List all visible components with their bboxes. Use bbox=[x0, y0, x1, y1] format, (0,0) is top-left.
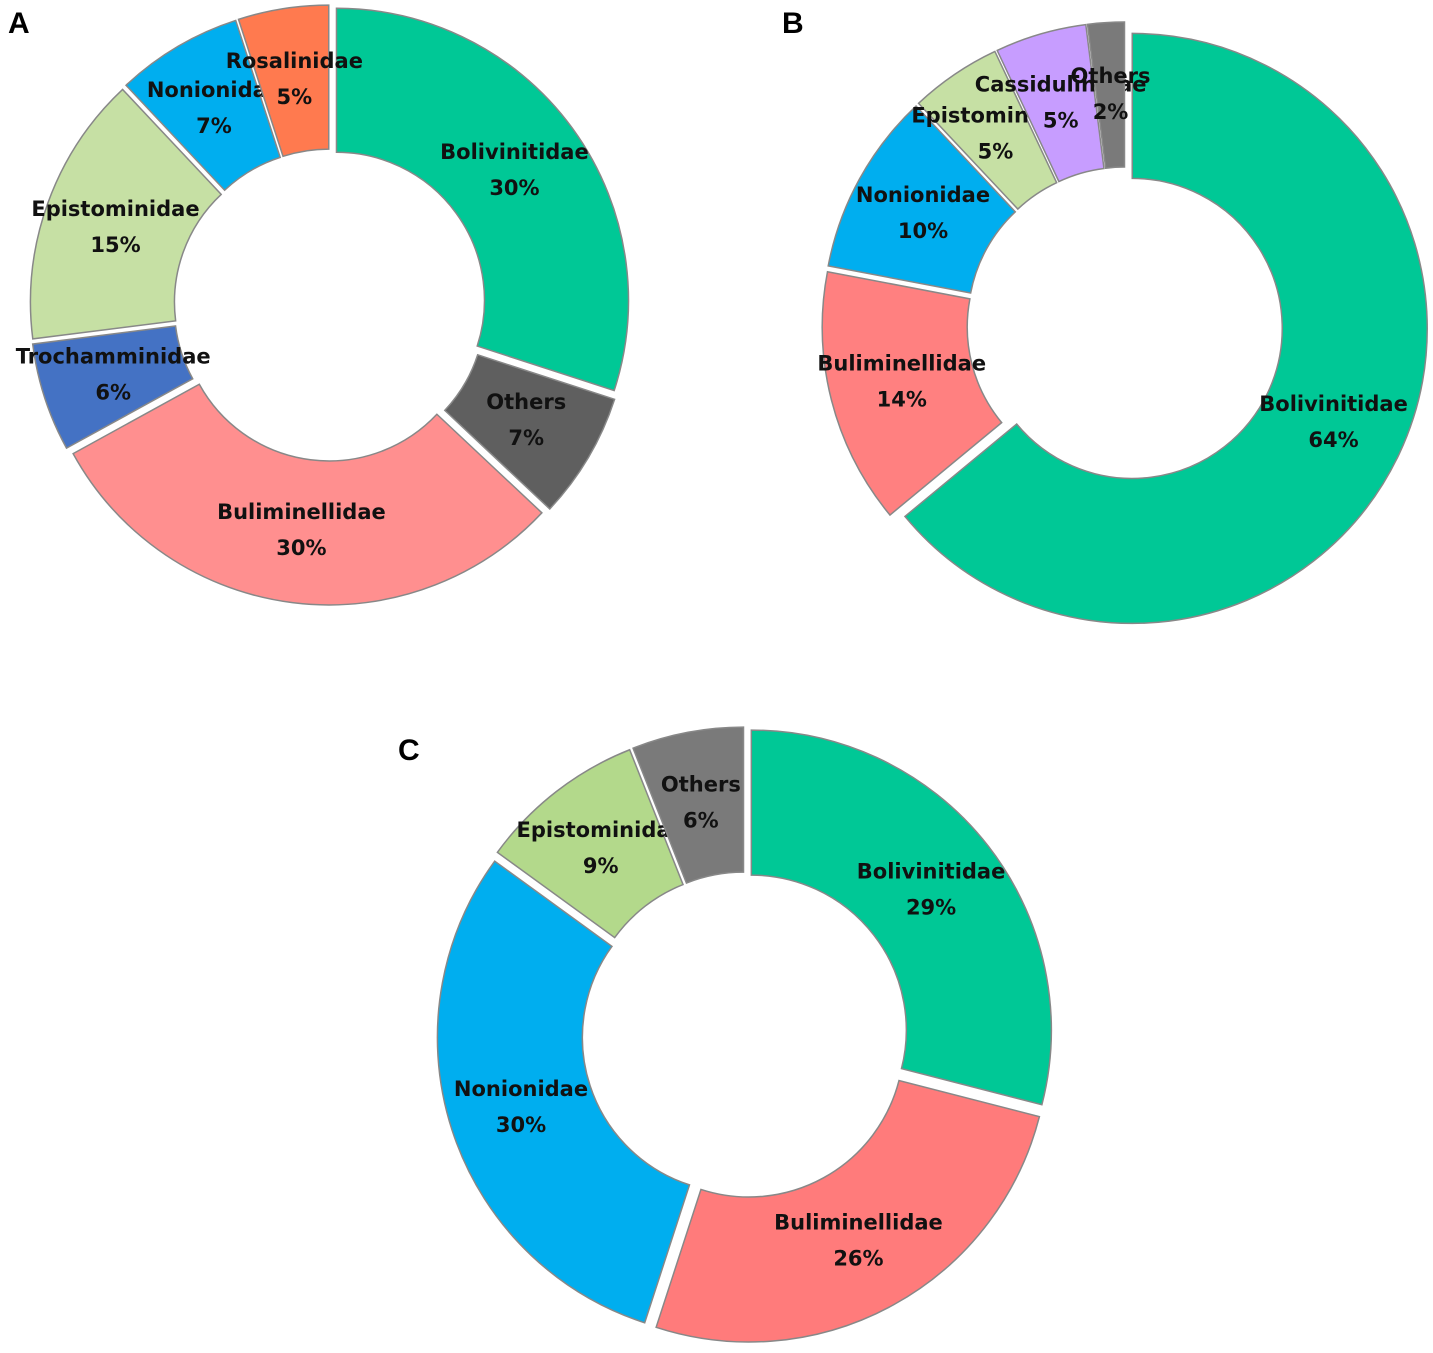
slice-value: 6% bbox=[95, 380, 131, 404]
slice-name: Buliminellidae bbox=[817, 351, 986, 375]
slice bbox=[29, 88, 223, 340]
slice bbox=[821, 270, 1003, 517]
slice bbox=[827, 105, 1017, 294]
slice-value: 5% bbox=[1043, 109, 1079, 133]
slice bbox=[655, 1079, 1041, 1343]
slice-name: Others bbox=[661, 773, 741, 797]
slice-name: Buliminellidae bbox=[217, 500, 386, 524]
panel-label: A bbox=[8, 7, 30, 40]
slice-value: 7% bbox=[196, 114, 232, 138]
slice bbox=[124, 19, 282, 192]
slice-value: 64% bbox=[1308, 428, 1358, 452]
slice-value: 30% bbox=[496, 1113, 546, 1137]
panel-label: C bbox=[398, 734, 420, 767]
slice bbox=[335, 7, 630, 392]
slice-name: Trochamminidae bbox=[16, 344, 211, 368]
slice bbox=[903, 32, 1428, 625]
slice-value: 7% bbox=[508, 426, 544, 450]
slice-value: 6% bbox=[683, 809, 719, 833]
slice bbox=[31, 325, 194, 450]
slice-value: 9% bbox=[583, 854, 619, 878]
slice bbox=[996, 23, 1105, 183]
slice-value: 10% bbox=[898, 219, 948, 243]
slice bbox=[72, 383, 543, 606]
slice-name: Bolivinitidae bbox=[440, 140, 589, 164]
slice-name: Nonionidae bbox=[454, 1077, 588, 1101]
slice-name: Rosalinidae bbox=[226, 49, 363, 73]
slice-value: 5% bbox=[277, 85, 313, 109]
slice bbox=[436, 860, 691, 1324]
slice-value: 5% bbox=[978, 139, 1014, 163]
slice-name: Epistominidae bbox=[31, 197, 199, 221]
slice-name: Epistominidae bbox=[517, 818, 685, 842]
slice bbox=[443, 353, 616, 511]
slice bbox=[1086, 21, 1126, 170]
slice-name: Others bbox=[486, 390, 566, 414]
slice-value: 14% bbox=[877, 387, 927, 411]
slice-name: Bolivinitidae bbox=[1259, 392, 1408, 416]
slice-name: Bolivinitidae bbox=[857, 860, 1006, 884]
slice bbox=[917, 50, 1058, 211]
slice-value: 26% bbox=[833, 1246, 883, 1270]
slice-value: 30% bbox=[276, 536, 326, 560]
slice-name: Nonionidae bbox=[856, 183, 990, 207]
slice bbox=[632, 726, 745, 884]
slice bbox=[496, 748, 685, 939]
slice-value: 30% bbox=[489, 176, 539, 200]
slice bbox=[237, 4, 330, 158]
slice-name: Buliminellidae bbox=[774, 1210, 943, 1234]
slice-name: Others bbox=[1071, 64, 1151, 88]
slice-value: 15% bbox=[90, 233, 140, 257]
panel-label: B bbox=[782, 7, 804, 40]
slice bbox=[750, 729, 1053, 1106]
slice-value: 2% bbox=[1093, 100, 1129, 124]
slice-value: 29% bbox=[906, 896, 956, 920]
